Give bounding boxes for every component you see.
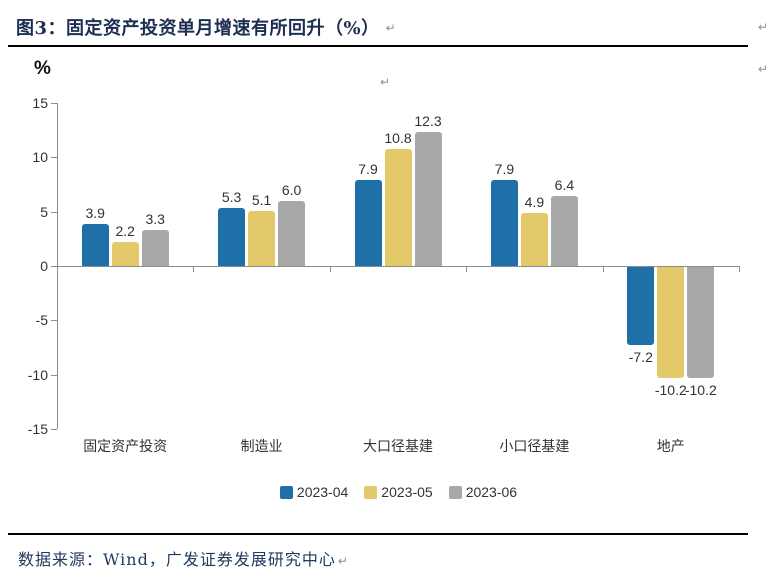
paragraph-mark-icon: ↵ bbox=[758, 62, 769, 76]
footer-divider-line bbox=[8, 533, 748, 535]
legend-item-2023-05: 2023-05 bbox=[364, 484, 433, 500]
legend-item-2023-04: 2023-04 bbox=[279, 484, 349, 500]
source-row: 数据来源：Wind，广发证券发展研究中心 ↵ bbox=[18, 546, 348, 570]
x-axis-line bbox=[57, 266, 740, 267]
legend-swatch-icon bbox=[279, 486, 293, 499]
bar-value-label: 3.9 bbox=[85, 204, 105, 221]
bar-2023-06-制造业 bbox=[278, 200, 306, 266]
legend-label: 2023-05 bbox=[381, 484, 433, 500]
source-note: 数据来源：Wind，广发证券发展研究中心 bbox=[18, 550, 336, 569]
bar-value-label: -10.2 bbox=[654, 381, 687, 398]
bar-value-label: 4.9 bbox=[524, 193, 545, 210]
bar-value-label: -10.2 bbox=[684, 381, 717, 398]
y-axis-tick-mark bbox=[51, 374, 57, 376]
paragraph-mark-icon: ↵ bbox=[380, 75, 391, 89]
y-axis-tick-mark bbox=[51, 157, 57, 159]
bar-value-label: 2.2 bbox=[115, 223, 135, 240]
figure-title: 图3：固定资产投资单月增速有所回升（%） bbox=[16, 18, 380, 39]
x-axis-tick-mark bbox=[466, 267, 468, 272]
bar-value-label: 12.3 bbox=[414, 113, 442, 130]
bar-2023-05-大口径基建 bbox=[384, 148, 412, 266]
bar-2023-04-地产 bbox=[627, 267, 655, 346]
bar-value-label: 6.4 bbox=[554, 177, 575, 194]
bar-2023-04-小口径基建 bbox=[490, 180, 518, 266]
bar-value-label: 5.3 bbox=[221, 189, 242, 206]
y-axis-tick-mark bbox=[51, 103, 57, 104]
bar-2023-05-制造业 bbox=[248, 210, 276, 266]
y-axis-tick-label: -5 bbox=[35, 312, 48, 329]
bar-2023-04-固定资产投资 bbox=[81, 223, 109, 266]
y-axis-tick-label: 15 bbox=[32, 95, 48, 111]
x-axis-category-label: 大口径基建 bbox=[362, 438, 433, 454]
x-axis-tick-mark bbox=[329, 267, 331, 272]
y-axis-tick-label: 5 bbox=[40, 203, 48, 220]
x-axis-category-label: 制造业 bbox=[240, 438, 283, 454]
bar-value-label: 3.3 bbox=[145, 211, 165, 228]
paragraph-mark-icon: ↵ bbox=[758, 20, 769, 34]
bar-value-label: -7.2 bbox=[628, 349, 653, 366]
x-axis-category-label: 小口径基建 bbox=[499, 438, 570, 454]
y-axis-tick-mark bbox=[51, 266, 57, 267]
y-axis-tick-mark bbox=[51, 429, 57, 430]
legend-item-2023-06: 2023-06 bbox=[448, 484, 518, 500]
y-axis-tick-mark bbox=[51, 320, 57, 322]
chart-legend: 2023-04 2023-05 2023-06 bbox=[57, 485, 740, 500]
bar-2023-06-大口径基建 bbox=[414, 132, 442, 266]
x-axis-category-label: 固定资产投资 bbox=[83, 438, 168, 454]
bar-value-label: 7.9 bbox=[358, 161, 378, 178]
bar-2023-04-大口径基建 bbox=[354, 180, 382, 266]
paragraph-mark-icon: ↵ bbox=[337, 554, 348, 568]
bar-2023-05-小口径基建 bbox=[520, 212, 548, 266]
x-axis-tick-mark bbox=[739, 267, 740, 272]
y-axis-tick-mark bbox=[51, 211, 57, 213]
bar-value-label: 6.0 bbox=[281, 181, 302, 198]
x-axis-tick-mark bbox=[57, 267, 58, 272]
legend-swatch-icon bbox=[448, 486, 462, 499]
y-axis-title: % bbox=[34, 58, 51, 79]
bar-2023-06-地产 bbox=[687, 267, 715, 378]
bar-2023-05-固定资产投资 bbox=[111, 242, 139, 266]
legend-swatch-icon bbox=[364, 486, 378, 499]
x-axis-tick-mark bbox=[193, 267, 195, 272]
bar-value-label: 10.8 bbox=[384, 129, 412, 146]
title-divider-line bbox=[8, 45, 748, 47]
y-axis-tick-label: 0 bbox=[40, 258, 48, 274]
x-axis-tick-mark bbox=[602, 267, 604, 272]
legend-label: 2023-04 bbox=[296, 484, 349, 500]
bar-2023-04-制造业 bbox=[218, 208, 246, 266]
paragraph-mark-icon: ↵ bbox=[385, 21, 396, 35]
y-axis-tick-label: 10 bbox=[32, 149, 48, 166]
y-axis-tick-label: -15 bbox=[27, 421, 48, 437]
legend-label: 2023-06 bbox=[465, 484, 518, 500]
y-axis-tick-label: -10 bbox=[27, 366, 48, 383]
bar-2023-06-固定资产投资 bbox=[141, 230, 169, 266]
bar-value-label: 5.1 bbox=[251, 191, 272, 208]
bar-2023-05-地产 bbox=[657, 267, 685, 378]
figure-title-row: 图3：固定资产投资单月增速有所回升（%） ↵ bbox=[16, 14, 396, 40]
bar-2023-06-小口径基建 bbox=[550, 196, 578, 266]
bar-value-label: 7.9 bbox=[494, 161, 515, 178]
x-axis-category-label: 地产 bbox=[656, 438, 685, 454]
